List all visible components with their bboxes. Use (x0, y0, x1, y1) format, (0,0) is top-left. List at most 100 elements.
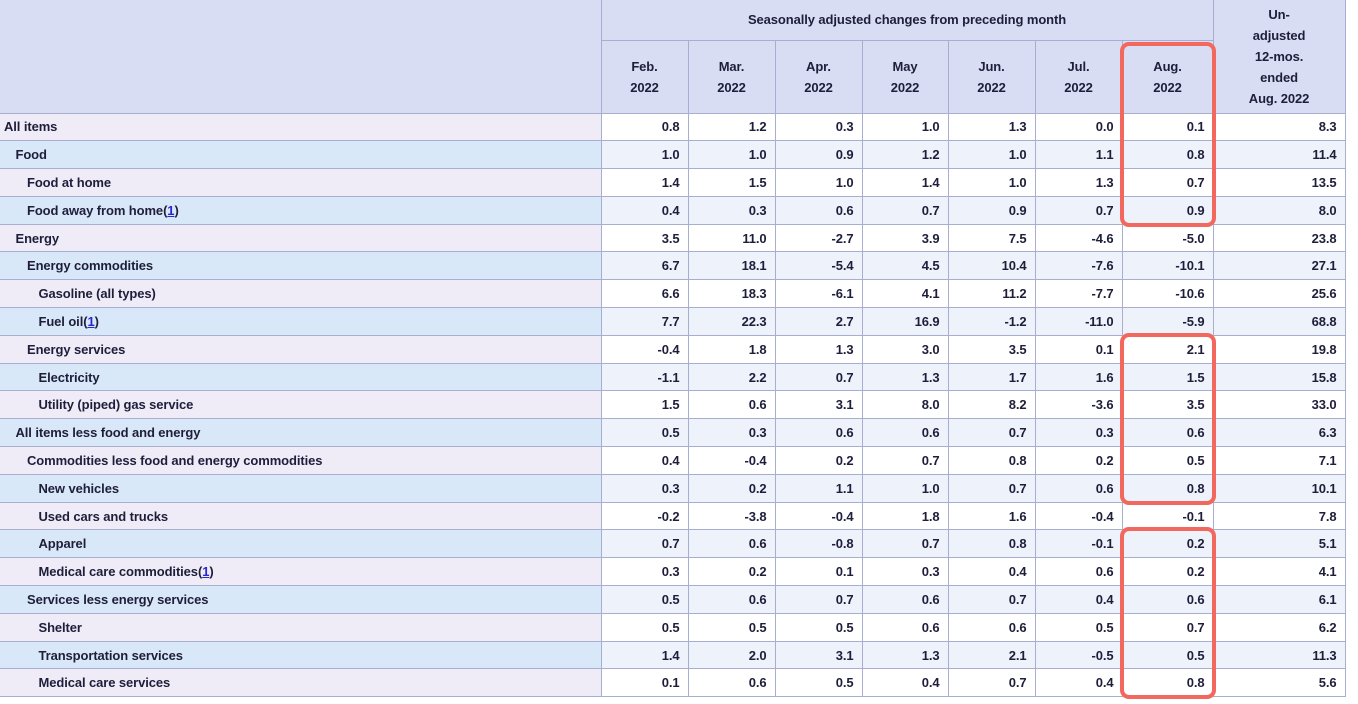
value-cell: 0.7 (861, 529, 949, 559)
value-cell: 1.0 (861, 473, 949, 503)
month-label: May (892, 58, 918, 74)
table-row: Energy commodities 6.7 18.1 -5.4 4.5 10.4 -7.6… (0, 251, 1346, 281)
value-cell: 3.5 (947, 334, 1036, 364)
value-cell: 18.1 (687, 251, 776, 281)
value-cell: 0.5 (600, 612, 689, 642)
value-cell: -5.4 (774, 251, 863, 281)
row-label: Utility (piped) gas service (0, 390, 602, 420)
value-cell: 0.9 (774, 140, 863, 170)
value-cell: 4.5 (861, 251, 949, 281)
value-cell: 1.6 (947, 501, 1036, 531)
value-cell: 3.9 (861, 223, 949, 253)
unadjusted-value-cell: 4.1 (1212, 557, 1346, 587)
value-cell: 0.6 (861, 585, 949, 614)
value-cell: 6.6 (600, 279, 689, 309)
table-row: Used cars and trucks -0.2 -3.8 -0.4 1.8 1.6 -0… (0, 501, 1346, 531)
value-cell: -1.2 (947, 307, 1036, 336)
value-cell: 2.7 (774, 307, 863, 336)
row-label: All items less food and energy (0, 418, 602, 448)
value-cell: -0.4 (687, 446, 776, 475)
row-label: Food (0, 140, 602, 170)
value-cell: 6.7 (600, 251, 689, 281)
value-cell: 0.0 (1034, 112, 1123, 142)
unadjusted-value-cell: 8.0 (1212, 195, 1346, 225)
table-row: Medical care services 0.1 0.6 0.5 0.4 0.7 0.4 0… (0, 668, 1346, 698)
table-row: Food at home 1.4 1.5 1.0 1.4 1.0 1.3 0.7 13.5 (0, 168, 1346, 197)
value-cell: 2.1 (947, 640, 1036, 670)
table-row: Energy 3.5 11.0 -2.7 3.9 7.5 -4.6 -5.0 23.8 (0, 223, 1346, 253)
year-label: 2022 (1153, 79, 1182, 95)
table-row: Fuel oil(1) 7.7 22.3 2.7 16.9 -1.2 -11.0 -5.9 68… (0, 307, 1346, 336)
table-row: Medical care commodities(1) 0.3 0.2 0.1 0.3 0… (0, 557, 1346, 587)
unadjusted-value-cell: 15.8 (1212, 362, 1346, 392)
value-cell: -0.1 (1121, 501, 1214, 531)
column-header-jun-2022: Jun. 2022 (947, 39, 1036, 114)
year-label: 2022 (630, 79, 659, 95)
value-cell: 0.1 (600, 668, 689, 698)
value-cell: 0.7 (947, 585, 1036, 614)
value-cell: 1.1 (1034, 140, 1123, 170)
value-cell: 3.0 (861, 334, 949, 364)
value-cell: 0.3 (774, 112, 863, 142)
value-cell: 0.2 (1121, 557, 1214, 587)
value-cell: 0.5 (1034, 612, 1123, 642)
value-cell: 0.6 (861, 612, 949, 642)
corner-header-cell (0, 0, 602, 114)
value-cell: 0.5 (1121, 446, 1214, 475)
value-cell: 1.2 (861, 140, 949, 170)
value-cell: 8.0 (861, 390, 949, 420)
value-cell: 0.7 (1121, 612, 1214, 642)
value-cell: 1.0 (947, 140, 1036, 170)
row-label: Medical care commodities(1) (0, 557, 602, 587)
value-cell: -11.0 (1034, 307, 1123, 336)
footnote-link[interactable]: 1 (202, 564, 210, 580)
value-cell: -0.4 (600, 334, 689, 364)
unadjusted-value-cell: 6.3 (1212, 418, 1346, 448)
month-label: Jun. (978, 58, 1005, 74)
value-cell: 0.6 (1121, 585, 1214, 614)
column-header-feb-2022: Feb. 2022 (601, 39, 689, 114)
value-cell: 0.8 (947, 446, 1036, 475)
table-row: All items 0.8 1.2 0.3 1.0 1.3 0.0 0.1 8.3 (0, 112, 1346, 142)
footnote-link[interactable]: 1 (167, 202, 175, 218)
unadjusted-value-cell: 23.8 (1212, 223, 1346, 253)
value-cell: 1.5 (687, 168, 776, 197)
value-cell: 0.5 (600, 418, 689, 448)
value-cell: 1.8 (861, 501, 949, 531)
value-cell: 0.1 (1034, 334, 1123, 364)
value-cell: 0.8 (1121, 668, 1214, 698)
value-cell: 2.1 (1121, 334, 1214, 364)
unadjusted-value-cell: 6.1 (1212, 585, 1346, 614)
unadjusted-value-cell: 6.2 (1212, 612, 1346, 642)
value-cell: 1.3 (861, 362, 949, 392)
value-cell: 0.6 (861, 418, 949, 448)
year-label: 2022 (804, 79, 833, 95)
table-row: Commodities less food and energy commodi… (0, 446, 1346, 475)
table-row: Gasoline (all types) 6.6 18.3 -6.1 4.1 11.2 -7… (0, 279, 1346, 309)
month-label: Mar. (718, 58, 745, 74)
unadjusted-value-cell: 8.3 (1212, 112, 1346, 142)
value-cell: 0.6 (1034, 557, 1123, 587)
value-cell: -5.0 (1121, 223, 1214, 253)
value-cell: 1.0 (774, 168, 863, 197)
value-cell: 3.1 (774, 640, 863, 670)
value-cell: 0.6 (687, 529, 776, 559)
value-cell: 1.3 (1034, 168, 1123, 197)
value-cell: 1.0 (947, 168, 1036, 197)
value-cell: -7.7 (1034, 279, 1123, 309)
value-cell: 18.3 (687, 279, 776, 309)
value-cell: 0.8 (1121, 140, 1214, 170)
value-cell: -0.5 (1034, 640, 1123, 670)
value-cell: 2.0 (687, 640, 776, 670)
value-cell: 0.4 (947, 557, 1036, 587)
value-cell: 0.2 (1034, 446, 1123, 475)
value-cell: 0.4 (1034, 668, 1123, 698)
footnote-link[interactable]: 1 (87, 313, 95, 329)
value-cell: 0.6 (947, 612, 1036, 642)
value-cell: 0.9 (1121, 195, 1214, 225)
value-cell: -3.8 (687, 501, 776, 531)
value-cell: 16.9 (861, 307, 949, 336)
value-cell: 7.7 (600, 307, 689, 336)
month-label: Feb. (631, 58, 658, 74)
